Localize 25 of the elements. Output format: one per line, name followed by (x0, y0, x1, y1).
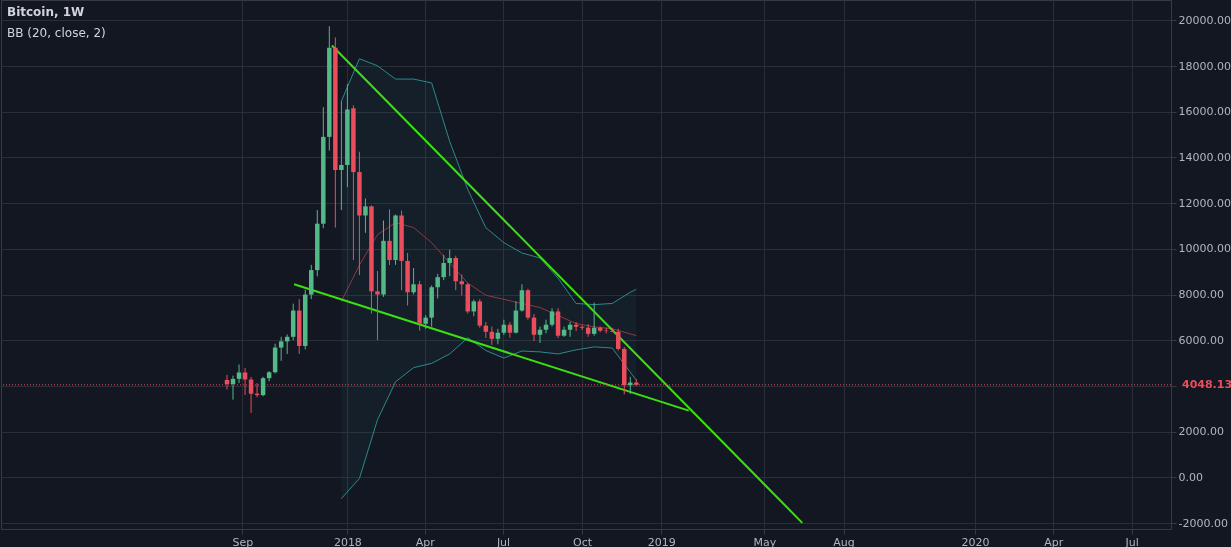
x-tick-label: Oct (573, 535, 593, 547)
y-tick-label: 14000.00 (1178, 150, 1231, 164)
y-tick-label: 10000.00 (1178, 242, 1231, 256)
x-tick-label: Apr (1044, 535, 1064, 547)
y-tick-label: 20000.00 (1178, 13, 1231, 27)
ref-line-label: 4048.13 (1182, 377, 1231, 391)
x-tick-label: Apr (415, 535, 436, 547)
x-tick-label: Jul (1124, 535, 1139, 547)
x-tick-label: Aug (833, 535, 855, 547)
text: BB (20, close, 2) (7, 26, 106, 40)
y-tick-label: 0.00 (1178, 470, 1203, 484)
x-tick-label: 2019 (647, 535, 676, 547)
x-tick-label: May (753, 535, 777, 547)
y-tick-label: 8000.00 (1178, 288, 1224, 302)
y-tick-label: 6000.00 (1178, 333, 1224, 347)
y-tick-label: 16000.00 (1178, 105, 1231, 119)
y-tick-label: 2000.00 (1178, 425, 1224, 439)
x-tick-label: 2018 (333, 535, 362, 547)
x-tick-label: 2020 (961, 535, 990, 547)
y-tick-label: -2000.00 (1178, 516, 1228, 530)
chart-title: Bitcoin, 1W (7, 5, 85, 19)
y-tick-label: 18000.00 (1178, 59, 1231, 73)
x-tick-label: Sep (232, 535, 254, 547)
y-tick-label: 12000.00 (1178, 196, 1231, 210)
x-tick-label: Jul (495, 535, 511, 547)
